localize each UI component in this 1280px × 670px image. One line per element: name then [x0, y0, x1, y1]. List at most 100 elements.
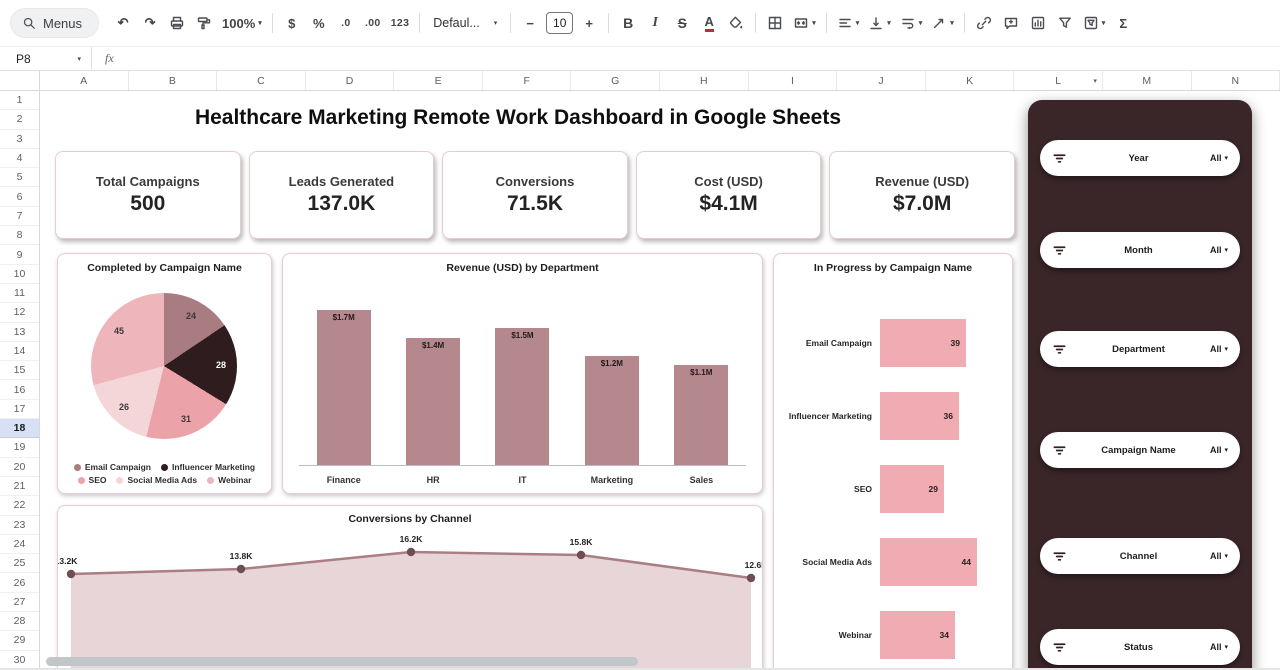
column-header-label: D: [345, 74, 354, 87]
hbar-bar: 34: [880, 610, 955, 659]
row-header-7[interactable]: 7: [0, 207, 39, 227]
horizontal-scrollbar[interactable]: [46, 657, 638, 666]
number-format-button[interactable]: 123: [387, 10, 413, 36]
sheet-grid[interactable]: Healthcare Marketing Remote Work Dashboa…: [40, 91, 1280, 670]
column-header-label: J: [878, 74, 884, 87]
slicer-channel[interactable]: Channel All ▾: [1040, 538, 1240, 574]
select-all-corner[interactable]: [0, 71, 40, 90]
format-currency-button[interactable]: $: [279, 10, 305, 36]
row-header-11[interactable]: 11: [0, 284, 39, 304]
row-header-15[interactable]: 15: [0, 361, 39, 381]
column-header-I[interactable]: I: [749, 71, 838, 90]
strikethrough-button[interactable]: S: [669, 10, 695, 36]
row-header-24[interactable]: 24: [0, 535, 39, 555]
column-header-G[interactable]: G: [571, 71, 661, 90]
row-header-22[interactable]: 22: [0, 496, 39, 516]
row-header-16[interactable]: 16: [0, 380, 39, 400]
row-header-8[interactable]: 8: [0, 226, 39, 246]
column-header-L[interactable]: L ▾: [1014, 71, 1103, 90]
row-header-29[interactable]: 29: [0, 631, 39, 651]
increase-decimal-button[interactable]: .00: [360, 10, 386, 36]
paint-format-button[interactable]: [191, 10, 217, 36]
decrease-decimal-button[interactable]: .0: [333, 10, 359, 36]
italic-button[interactable]: I: [642, 10, 668, 36]
fill-color-button[interactable]: [723, 10, 749, 36]
row-header-26[interactable]: 26: [0, 573, 39, 593]
font-size-input[interactable]: 10: [546, 12, 574, 34]
pie-chart-card[interactable]: Completed by Campaign Name 24 28 31 26 45 Em…: [57, 253, 272, 494]
column-header-H[interactable]: H: [660, 71, 749, 90]
insert-link-button[interactable]: [971, 10, 997, 36]
increase-font-size-button[interactable]: +: [576, 10, 602, 36]
decrease-font-size-button[interactable]: −: [517, 10, 543, 36]
column-header-N[interactable]: N: [1192, 71, 1280, 90]
column-header-K[interactable]: K: [926, 71, 1015, 90]
format-percent-button[interactable]: %: [306, 10, 332, 36]
kpi-card[interactable]: Revenue (USD) $7.0M: [829, 151, 1015, 239]
row-header-12[interactable]: 12: [0, 303, 39, 323]
column-header-M[interactable]: M: [1103, 71, 1192, 90]
filter-views-button[interactable]: ▾: [1079, 10, 1110, 36]
row-header-14[interactable]: 14: [0, 342, 39, 362]
row-header-30[interactable]: 30: [0, 651, 39, 670]
row-header-1[interactable]: 1: [0, 91, 39, 111]
text-color-button[interactable]: A: [696, 10, 722, 36]
kpi-card[interactable]: Leads Generated 137.0K: [248, 151, 435, 239]
column-header-A[interactable]: A: [40, 71, 129, 90]
text-wrap-button[interactable]: ▾: [896, 10, 927, 36]
bold-button[interactable]: B: [615, 10, 641, 36]
search-menus-button[interactable]: Menus: [10, 8, 100, 38]
row-header-3[interactable]: 3: [0, 130, 39, 149]
create-filter-button[interactable]: [1052, 10, 1078, 36]
row-header-23[interactable]: 23: [0, 516, 39, 535]
row-header-19[interactable]: 19: [0, 438, 39, 458]
row-header-4[interactable]: 4: [0, 149, 39, 169]
area-chart-card[interactable]: 13.2K 13.8K 16.2K 15.8K 12.6K Conversions by…: [57, 505, 763, 670]
row-header-10[interactable]: 10: [0, 265, 39, 284]
kpi-card[interactable]: Total Campaigns 500: [55, 151, 241, 239]
bar-chart-card[interactable]: Revenue (USD) by Department $1.7M $1.4M $1…: [282, 253, 763, 494]
slicer-status[interactable]: Status All ▾: [1040, 629, 1240, 665]
kpi-card[interactable]: Cost (USD) $4.1M: [635, 151, 822, 239]
undo-button[interactable]: ↶: [110, 10, 136, 36]
font-family-select[interactable]: Defaul... ▾: [426, 10, 504, 36]
column-header-B[interactable]: B: [129, 71, 218, 90]
row-header-20[interactable]: 20: [0, 458, 39, 477]
slicer-department[interactable]: Department All ▾: [1040, 331, 1240, 367]
kpi-card[interactable]: Conversions 71.5K: [442, 151, 628, 239]
row-header-5[interactable]: 5: [0, 168, 39, 188]
row-header-18[interactable]: 18: [0, 419, 39, 439]
merge-cells-button[interactable]: ▾: [789, 10, 820, 36]
column-header-D[interactable]: D: [306, 71, 395, 90]
row-header-9[interactable]: 9: [0, 245, 39, 265]
print-button[interactable]: [164, 10, 190, 36]
insert-chart-button[interactable]: [1025, 10, 1051, 36]
vertical-align-button[interactable]: ▾: [864, 10, 895, 36]
row-header-21[interactable]: 21: [0, 477, 39, 497]
row-header-27[interactable]: 27: [0, 593, 39, 613]
column-header-E[interactable]: E: [394, 71, 483, 90]
zoom-select[interactable]: 100% ▾: [218, 10, 266, 36]
row-header-6[interactable]: 6: [0, 187, 39, 207]
horizontal-align-button[interactable]: ▾: [833, 10, 864, 36]
functions-button[interactable]: Σ: [1110, 10, 1136, 36]
borders-button[interactable]: [762, 10, 788, 36]
row-header-17[interactable]: 17: [0, 400, 39, 420]
slicer-campaign-name[interactable]: Campaign Name All ▾: [1040, 432, 1240, 468]
row-header-25[interactable]: 25: [0, 554, 39, 574]
kpi-value: 71.5K: [506, 192, 563, 215]
hbar-chart-card[interactable]: In Progress by Campaign Name Email Campa…: [773, 253, 1013, 670]
column-header-C[interactable]: C: [217, 71, 306, 90]
name-box[interactable]: P8 ▾: [0, 47, 92, 70]
text-rotation-button[interactable]: ▾: [927, 10, 958, 36]
column-header-J[interactable]: J: [837, 71, 926, 90]
column-dropdown-icon[interactable]: ▾: [1093, 77, 1097, 85]
insert-comment-button[interactable]: [998, 10, 1024, 36]
row-header-28[interactable]: 28: [0, 612, 39, 632]
slicer-year[interactable]: Year All ▾: [1040, 140, 1240, 176]
redo-button[interactable]: ↷: [137, 10, 163, 36]
slicer-month[interactable]: Month All ▾: [1040, 232, 1240, 268]
row-header-13[interactable]: 13: [0, 323, 39, 342]
row-header-2[interactable]: 2: [0, 110, 39, 130]
column-header-F[interactable]: F: [483, 71, 572, 90]
